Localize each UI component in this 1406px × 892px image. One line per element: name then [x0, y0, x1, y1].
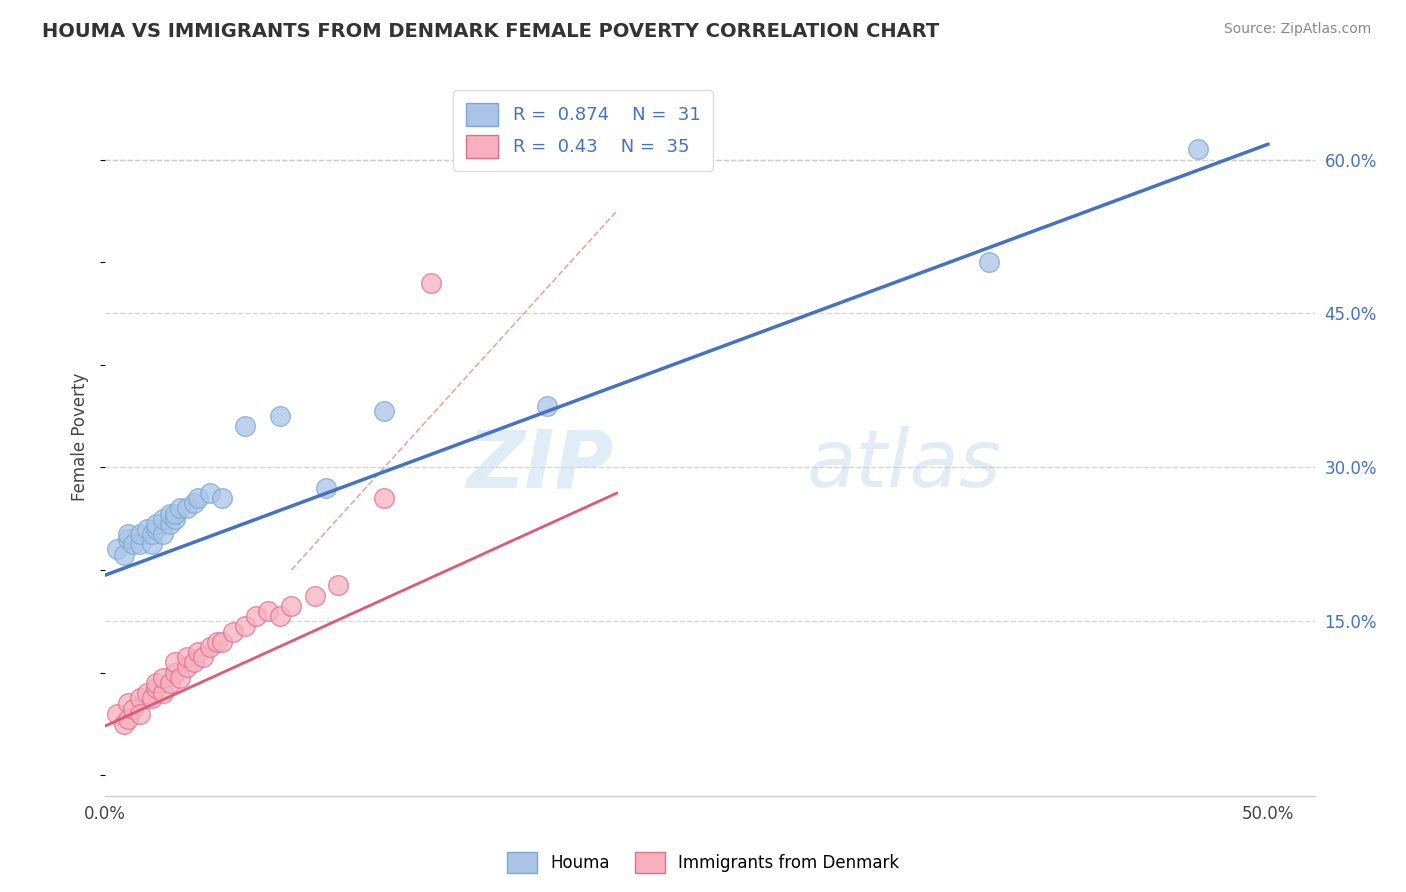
Point: [136, 522, 159, 536]
Point: [191, 650, 214, 665]
Text: ZIP: ZIP: [465, 426, 613, 504]
Point: [269, 409, 291, 423]
Point: [136, 686, 159, 700]
Point: [163, 507, 186, 521]
Point: [304, 589, 326, 603]
Point: [163, 511, 186, 525]
Point: [159, 516, 181, 531]
Point: [326, 578, 349, 592]
Point: [117, 697, 139, 711]
Legend: R =  0.874    N =  31, R =  0.43    N =  35: R = 0.874 N = 31, R = 0.43 N = 35: [453, 90, 713, 170]
Y-axis label: Female Poverty: Female Poverty: [72, 373, 89, 500]
Point: [183, 496, 205, 510]
Point: [1187, 142, 1209, 156]
Point: [187, 491, 209, 505]
Legend: Houma, Immigrants from Denmark: Houma, Immigrants from Denmark: [501, 846, 905, 880]
Point: [977, 255, 1000, 269]
Text: Source: ZipAtlas.com: Source: ZipAtlas.com: [1223, 22, 1371, 37]
Point: [222, 624, 245, 639]
Point: [373, 404, 395, 418]
Point: [117, 712, 139, 726]
Point: [169, 501, 191, 516]
Point: [257, 604, 280, 618]
Point: [211, 635, 233, 649]
Point: [176, 501, 198, 516]
Point: [129, 691, 152, 706]
Point: [211, 491, 233, 505]
Text: HOUMA VS IMMIGRANTS FROM DENMARK FEMALE POVERTY CORRELATION CHART: HOUMA VS IMMIGRANTS FROM DENMARK FEMALE …: [42, 22, 939, 41]
Point: [176, 660, 198, 674]
Point: [233, 619, 256, 633]
Point: [117, 527, 139, 541]
Point: [536, 399, 558, 413]
Text: atlas: atlas: [807, 426, 1001, 504]
Point: [198, 486, 221, 500]
Point: [105, 706, 128, 721]
Point: [233, 419, 256, 434]
Point: [145, 522, 167, 536]
Point: [105, 542, 128, 557]
Point: [315, 481, 337, 495]
Point: [152, 671, 174, 685]
Point: [141, 691, 163, 706]
Point: [129, 706, 152, 721]
Point: [163, 665, 186, 680]
Point: [122, 537, 145, 551]
Point: [129, 527, 152, 541]
Point: [163, 656, 186, 670]
Point: [152, 527, 174, 541]
Point: [176, 650, 198, 665]
Point: [141, 537, 163, 551]
Point: [145, 676, 167, 690]
Point: [145, 681, 167, 695]
Point: [205, 635, 228, 649]
Point: [187, 645, 209, 659]
Point: [183, 656, 205, 670]
Point: [169, 671, 191, 685]
Point: [129, 537, 152, 551]
Point: [419, 276, 441, 290]
Point: [198, 640, 221, 654]
Point: [152, 686, 174, 700]
Point: [245, 609, 267, 624]
Point: [373, 491, 395, 505]
Point: [117, 533, 139, 547]
Point: [152, 511, 174, 525]
Point: [122, 701, 145, 715]
Point: [145, 516, 167, 531]
Point: [141, 527, 163, 541]
Point: [159, 507, 181, 521]
Point: [159, 676, 181, 690]
Point: [112, 717, 135, 731]
Point: [280, 599, 302, 613]
Point: [112, 548, 135, 562]
Point: [269, 609, 291, 624]
